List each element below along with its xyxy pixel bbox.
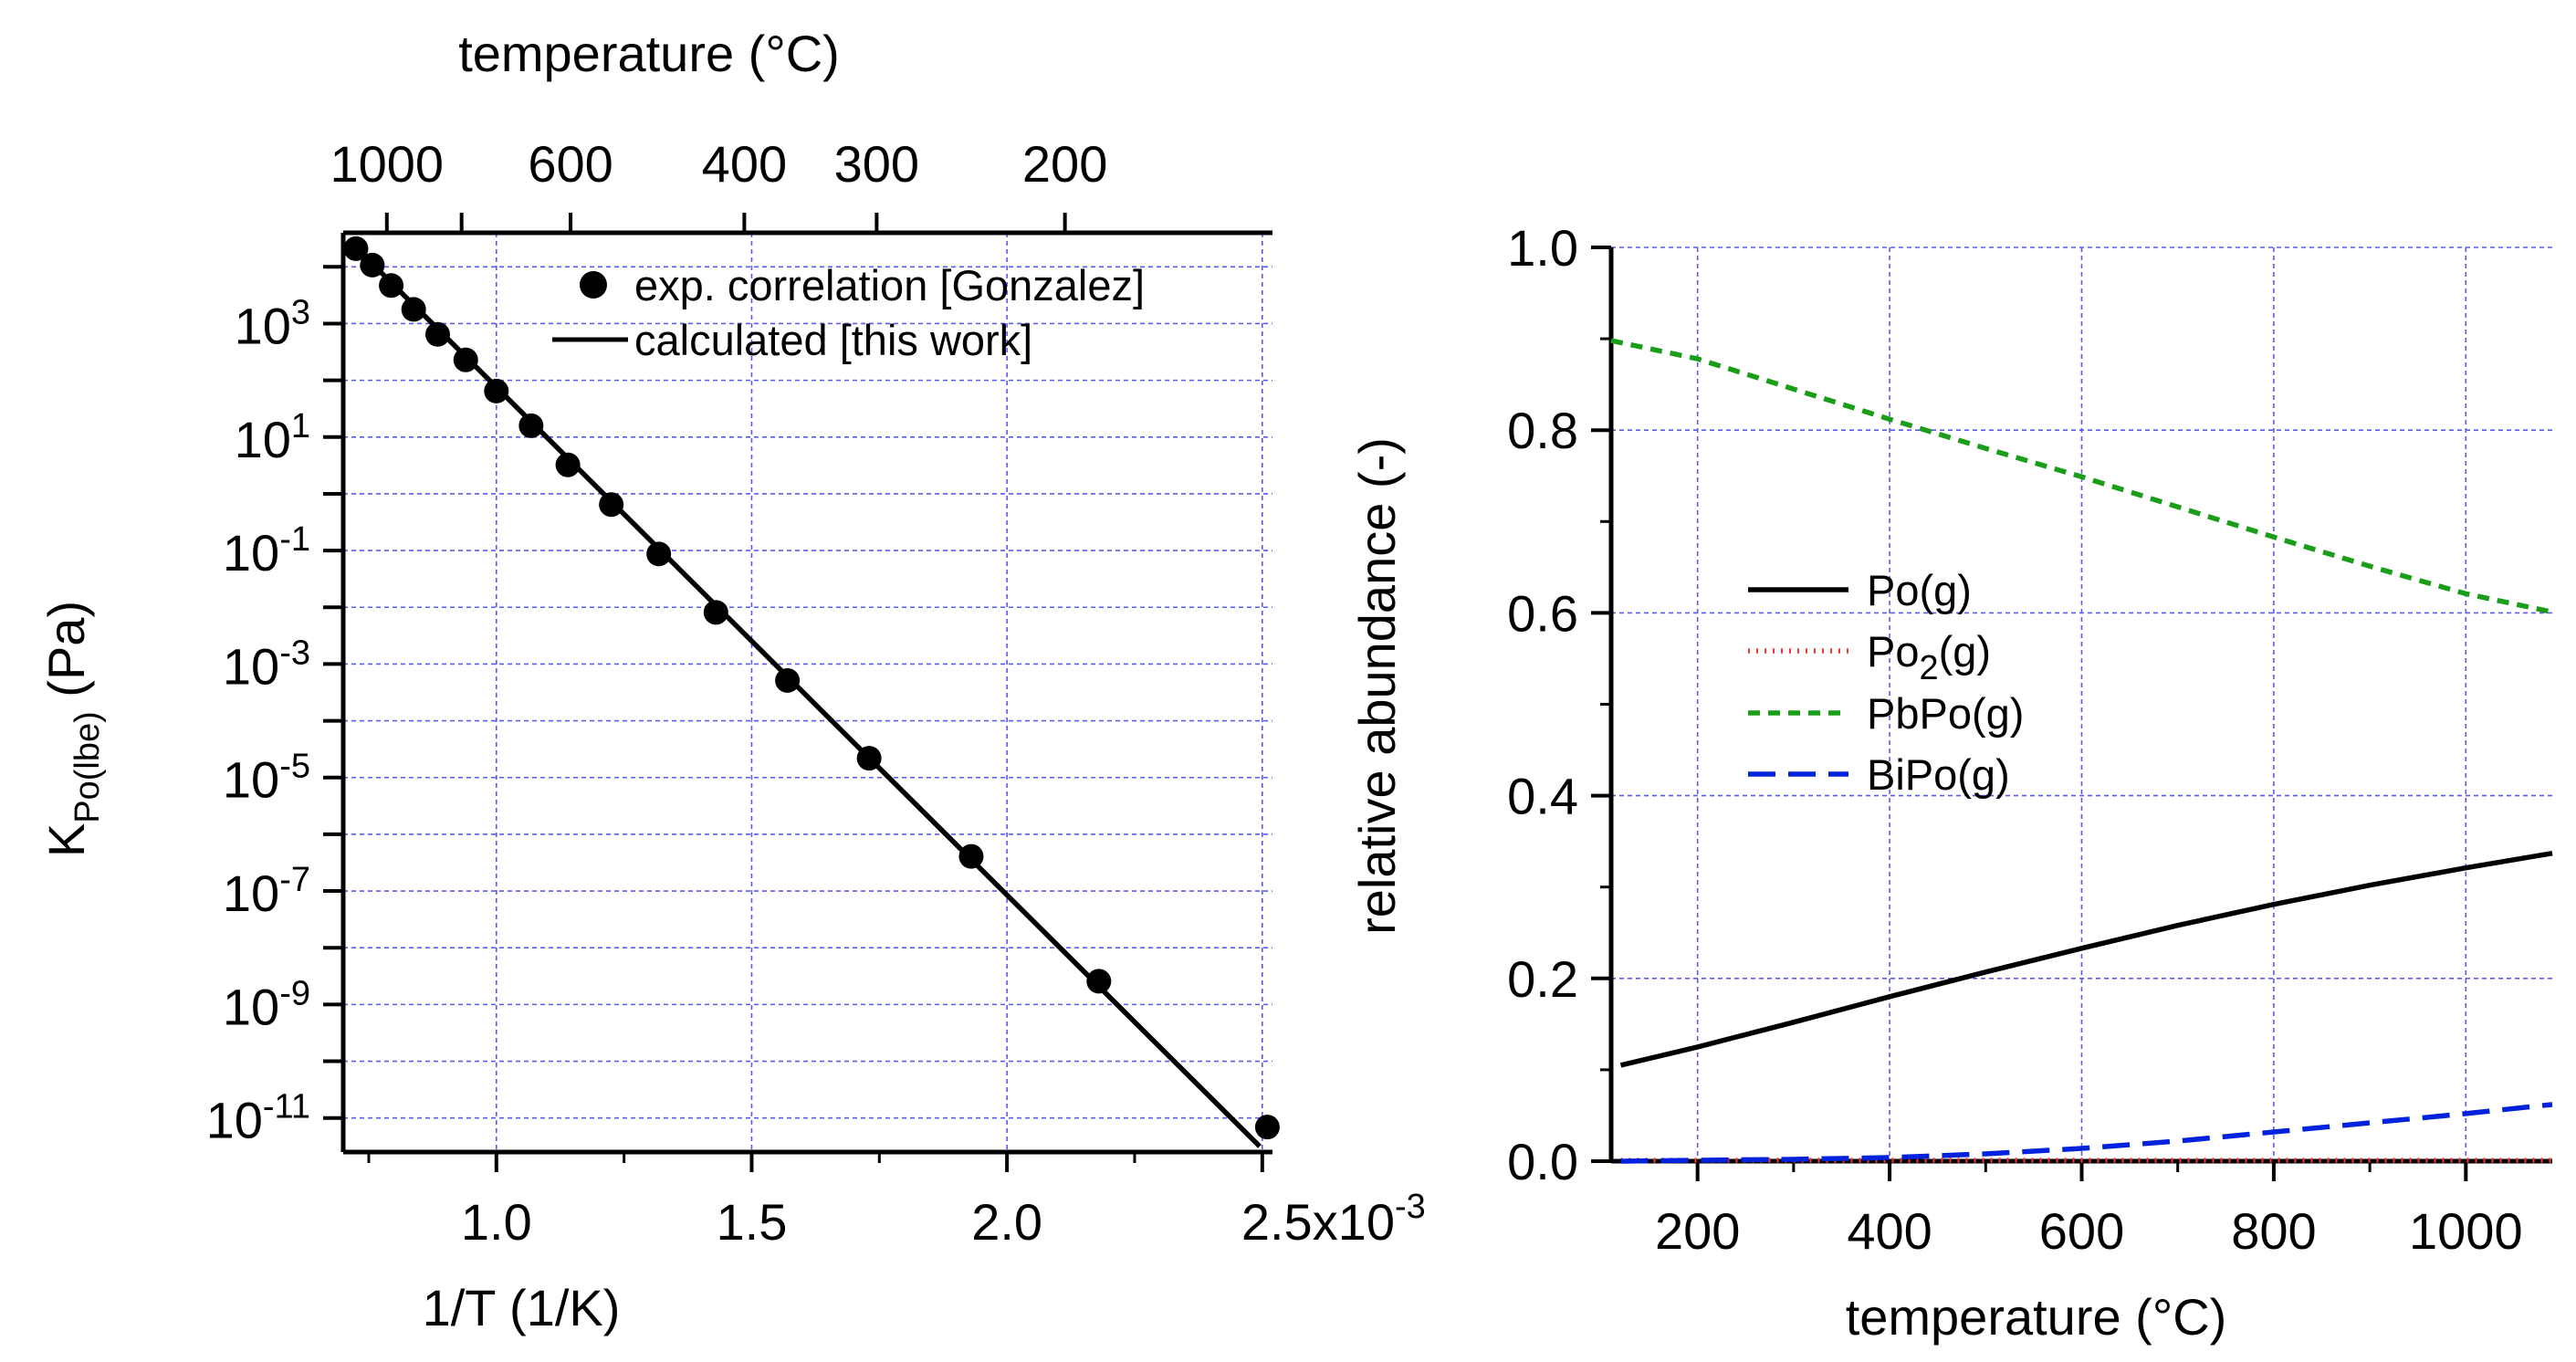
y-tick-exponent: -9 bbox=[279, 974, 310, 1012]
x-tick-base: 2.5x10 bbox=[1241, 1193, 1395, 1251]
y-title-subscript: Po(lbe) bbox=[68, 711, 107, 823]
exp-data-point bbox=[958, 843, 984, 869]
y-tick-base: 10 bbox=[223, 637, 279, 695]
x-tick-exponent: -3 bbox=[1395, 1188, 1426, 1226]
y-tick-base: 10 bbox=[223, 864, 279, 922]
y-tick-label: 0.0 bbox=[1507, 1133, 1578, 1190]
exp-data-point bbox=[401, 297, 426, 322]
x-tick-label: 1.0 bbox=[461, 1193, 532, 1251]
left-y-axis-title: KPo(lbe) (Pa) bbox=[37, 601, 107, 857]
x-tick-label: 200 bbox=[1655, 1202, 1740, 1260]
legend-label-exp: exp. correlation [Gonzalez] bbox=[634, 261, 1145, 309]
y-tick-exponent: 1 bbox=[291, 407, 310, 445]
top-tick-label: 1000 bbox=[330, 135, 445, 193]
left-x-axis-title: 1/T (1/K) bbox=[423, 1279, 621, 1336]
y-tick-label: 1.0 bbox=[1507, 219, 1578, 277]
series-line-pbpo-g- bbox=[1610, 338, 2553, 615]
legend-label: PbPo(g) bbox=[1867, 689, 2024, 738]
y-tick-label: 10-5 bbox=[223, 748, 310, 809]
legend-label-subscript: 2 bbox=[1920, 649, 1939, 687]
y-tick-base: 10 bbox=[223, 524, 279, 581]
x-tick-label: 1000 bbox=[2409, 1202, 2523, 1260]
y-tick-label: 0.8 bbox=[1507, 402, 1578, 459]
y-tick-base: 10 bbox=[235, 411, 291, 468]
y-tick-label: 101 bbox=[235, 407, 310, 468]
legend-label-main: BiPo(g) bbox=[1867, 750, 2010, 799]
exp-data-point bbox=[856, 746, 882, 771]
y-tick-exponent: 3 bbox=[291, 293, 310, 331]
exp-data-point bbox=[703, 600, 728, 625]
y-tick-label: 10-11 bbox=[206, 1088, 310, 1149]
y-tick-base: 10 bbox=[206, 1092, 263, 1149]
y-tick-base: 10 bbox=[223, 751, 279, 809]
exp-data-point bbox=[1254, 1115, 1280, 1140]
exp-data-point bbox=[424, 321, 450, 347]
x-tick-label: 1.5 bbox=[717, 1193, 788, 1251]
y-tick-label: 103 bbox=[235, 293, 310, 354]
exp-data-point bbox=[599, 492, 624, 518]
y-title-unit: (Pa) bbox=[37, 601, 95, 711]
y-tick-label: 0.6 bbox=[1507, 584, 1578, 642]
exp-data-point bbox=[379, 273, 404, 299]
legend-label-main: PbPo(g) bbox=[1867, 689, 2024, 738]
exp-data-point bbox=[343, 236, 369, 261]
series-line-bipo-g- bbox=[1620, 1102, 2553, 1164]
exp-data-point bbox=[555, 452, 581, 477]
left-top-axis-title: temperature (°C) bbox=[458, 25, 840, 82]
y-tick-base: 10 bbox=[223, 978, 279, 1035]
y-tick-exponent: -7 bbox=[279, 861, 310, 899]
exp-data-point bbox=[360, 252, 385, 278]
y-tick-exponent: -3 bbox=[279, 634, 310, 672]
y-title-main: K bbox=[37, 823, 95, 857]
y-tick-base: 10 bbox=[235, 297, 291, 354]
y-tick-label: 10-3 bbox=[223, 634, 310, 695]
right-y-axis-title: relative abundance (-) bbox=[1348, 437, 1406, 935]
x-tick-label: 2.5x10-3 bbox=[1241, 1188, 1426, 1251]
top-tick-label: 400 bbox=[702, 135, 787, 193]
x-tick-label: 800 bbox=[2231, 1202, 2316, 1260]
y-tick-label: 10-9 bbox=[223, 974, 310, 1035]
legend-label-tail: (g) bbox=[1939, 627, 1991, 676]
y-tick-exponent: -11 bbox=[263, 1088, 310, 1126]
top-tick-label: 300 bbox=[834, 135, 919, 193]
right-x-axis-title: temperature (°C) bbox=[1846, 1288, 2227, 1346]
exp-data-point bbox=[518, 413, 544, 438]
y-tick-label: 10-7 bbox=[223, 861, 310, 922]
exp-data-point bbox=[453, 347, 478, 372]
legend-marker-exp bbox=[580, 271, 607, 299]
legend-label-calc: calculated [this work] bbox=[634, 316, 1032, 364]
series-line-po-g- bbox=[1619, 850, 2553, 1068]
exp-data-point bbox=[646, 541, 672, 567]
x-tick-label: 600 bbox=[2039, 1202, 2124, 1260]
y-tick-exponent: -1 bbox=[279, 520, 310, 559]
top-tick-label: 600 bbox=[528, 135, 613, 193]
y-tick-label: 0.4 bbox=[1507, 768, 1578, 825]
top-tick-label: 200 bbox=[1022, 135, 1107, 193]
y-tick-label: 10-1 bbox=[223, 520, 310, 581]
y-tick-exponent: -5 bbox=[279, 748, 310, 786]
right-chart: 0.0 0.2 0.4 0.6 0.8 1.0 200 400 600 800 1000 temper… bbox=[1348, 219, 2553, 1346]
x-tick-label: 400 bbox=[1847, 1202, 1932, 1260]
exp-data-point bbox=[1086, 969, 1112, 994]
legend-label: Po(g) bbox=[1867, 566, 1972, 614]
legend-label-main: Po(g) bbox=[1867, 566, 1972, 614]
x-tick-label: 2.0 bbox=[971, 1193, 1042, 1251]
y-tick-label: 0.2 bbox=[1507, 950, 1578, 1008]
legend-label-main: Po bbox=[1867, 627, 1920, 676]
exp-data-point bbox=[484, 378, 509, 403]
legend-label: Po2(g) bbox=[1867, 627, 1991, 687]
exp-data-point bbox=[775, 667, 801, 693]
legend-label: BiPo(g) bbox=[1867, 750, 2010, 799]
